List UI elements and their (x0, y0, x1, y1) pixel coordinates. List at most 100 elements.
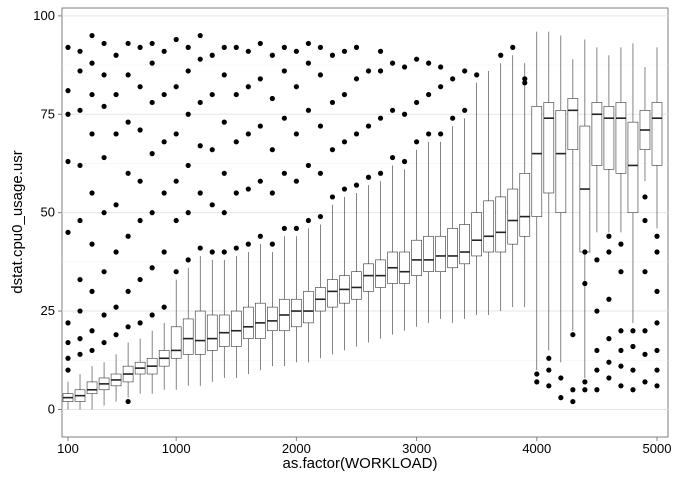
outlier (113, 52, 119, 58)
x-tick-label: 2000 (282, 441, 311, 456)
outlier (522, 80, 528, 86)
outlier (173, 269, 179, 275)
outlier (137, 84, 143, 90)
box (447, 228, 458, 269)
box (267, 306, 278, 332)
outlier (582, 387, 588, 393)
outlier (161, 48, 167, 54)
outlier (185, 257, 191, 263)
outlier (149, 40, 155, 47)
outlier (389, 154, 396, 161)
box (411, 239, 422, 276)
outlier (113, 131, 119, 137)
outlier (125, 288, 131, 294)
outlier (654, 347, 660, 354)
outlier (606, 233, 612, 239)
outlier (317, 213, 324, 220)
outlier (293, 131, 299, 137)
outlier (353, 131, 360, 137)
outlier (197, 245, 203, 251)
outlier (377, 115, 384, 121)
outlier (341, 48, 348, 54)
box (303, 291, 314, 324)
outlier (233, 44, 239, 50)
box (483, 200, 495, 253)
box (399, 251, 410, 284)
y-tick-label: 75 (41, 106, 55, 121)
outlier (654, 288, 660, 294)
outlier (89, 91, 95, 98)
box (291, 298, 302, 328)
outlier (221, 210, 227, 216)
outlier (305, 60, 312, 66)
outlier (269, 241, 275, 247)
outlier (89, 347, 95, 354)
outlier (137, 320, 143, 326)
outlier (161, 91, 167, 98)
outlier (353, 44, 360, 50)
outlier (389, 60, 396, 66)
outlier (233, 139, 239, 145)
outlier (570, 332, 576, 338)
outlier (510, 44, 516, 50)
outlier (77, 107, 83, 113)
outlier (233, 190, 239, 196)
outlier (606, 336, 612, 342)
outlier (642, 269, 648, 275)
outlier (365, 174, 372, 180)
outlier (125, 398, 131, 405)
outlier (426, 91, 432, 98)
outlier (233, 245, 239, 251)
box (603, 106, 615, 170)
outlier (89, 32, 95, 39)
outlier (618, 363, 624, 369)
outlier (546, 367, 552, 373)
outlier (89, 60, 95, 66)
outlier (101, 269, 107, 275)
outlier (594, 257, 600, 263)
outlier (305, 162, 312, 169)
outlier (642, 194, 648, 200)
outlier (89, 288, 95, 294)
outlier (209, 52, 215, 58)
box (243, 306, 254, 339)
box (218, 314, 230, 347)
outlier (293, 178, 299, 184)
outlier (77, 276, 83, 283)
outlier (281, 170, 287, 176)
outlier (245, 241, 251, 247)
outlier (257, 233, 263, 239)
outlier (413, 99, 420, 106)
outlier (149, 99, 155, 106)
outlier (197, 56, 203, 62)
outlier (281, 115, 287, 121)
y-tick-label: 0 (48, 401, 55, 416)
outlier (125, 233, 131, 239)
outlier (77, 68, 83, 74)
outlier (101, 339, 107, 346)
outlier (89, 241, 95, 247)
outlier (329, 52, 336, 58)
outlier (149, 265, 155, 271)
outlier (654, 233, 660, 239)
outlier (113, 249, 119, 255)
outlier (209, 202, 215, 208)
box (351, 271, 362, 300)
outlier (582, 280, 588, 287)
outlier (77, 162, 83, 169)
outlier (149, 210, 155, 216)
outlier (149, 312, 155, 318)
outlier (450, 115, 456, 121)
outlier (341, 91, 348, 98)
outlier (630, 367, 636, 373)
outlier (161, 190, 167, 196)
x-axis-label: as.factor(WORKLOAD) (282, 455, 437, 472)
outlier (462, 107, 468, 113)
outlier (389, 107, 396, 113)
outlier (173, 178, 179, 184)
outlier (594, 308, 600, 314)
outlier (498, 52, 504, 58)
outlier (125, 72, 131, 78)
box (495, 196, 507, 253)
